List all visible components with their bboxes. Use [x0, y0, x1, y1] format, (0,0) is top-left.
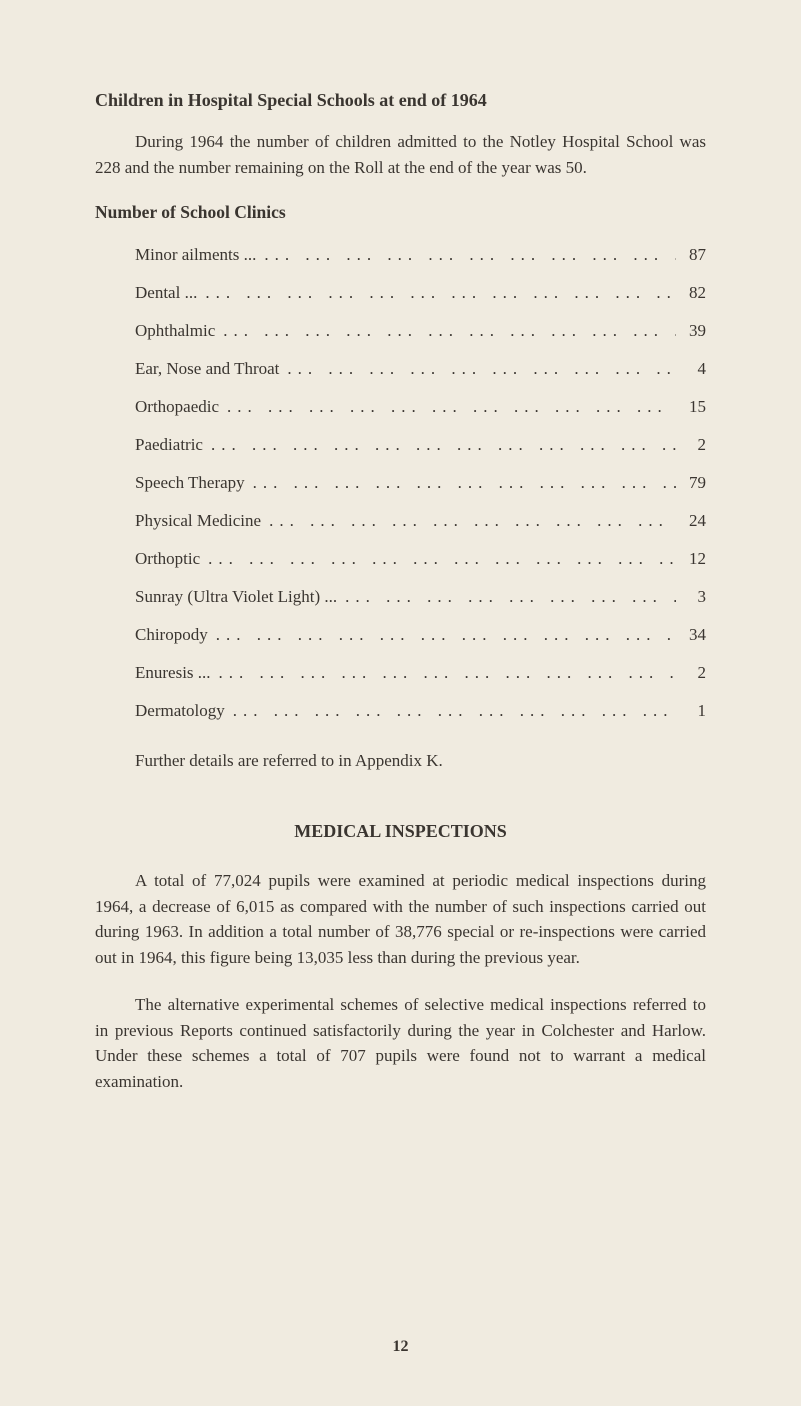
leader-dots: ... ... ... ... ... ... ... ... ... ... …	[261, 511, 676, 531]
clinic-value: 1	[676, 701, 706, 721]
paragraph-intro: During 1964 the number of children admit…	[95, 129, 706, 180]
clinic-label: Paediatric	[135, 435, 203, 455]
clinic-row: Sunray (Ultra Violet Light) ...... ... .…	[135, 587, 706, 607]
clinic-label: Speech Therapy	[135, 473, 245, 493]
clinic-label: Enuresis ...	[135, 663, 211, 683]
clinic-row: Dermatology... ... ... ... ... ... ... .…	[135, 701, 706, 721]
clinic-value: 2	[676, 435, 706, 455]
leader-dots: ... ... ... ... ... ... ... ... ... ... …	[197, 283, 676, 303]
clinic-label: Physical Medicine	[135, 511, 261, 531]
leader-dots: ... ... ... ... ... ... ... ... ... ... …	[337, 587, 676, 607]
clinic-row: Orthoptic... ... ... ... ... ... ... ...…	[135, 549, 706, 569]
leader-dots: ... ... ... ... ... ... ... ... ... ... …	[211, 663, 676, 683]
clinic-label: Sunray (Ultra Violet Light) ...	[135, 587, 337, 607]
clinic-row: Paediatric... ... ... ... ... ... ... ..…	[135, 435, 706, 455]
clinic-row: Ophthalmic... ... ... ... ... ... ... ..…	[135, 321, 706, 341]
paragraph-inspections-1: A total of 77,024 pupils were examined a…	[95, 868, 706, 970]
clinic-value: 2	[676, 663, 706, 683]
section-title-medical: MEDICAL INSPECTIONS	[95, 821, 706, 842]
clinic-row: Ear, Nose and Throat... ... ... ... ... …	[135, 359, 706, 379]
clinic-label: Orthopaedic	[135, 397, 219, 417]
clinic-label: Orthoptic	[135, 549, 200, 569]
clinic-label: Minor ailments ...	[135, 245, 256, 265]
clinic-value: 79	[676, 473, 706, 493]
paragraph-inspections-2: The alternative experimental schemes of …	[95, 992, 706, 1094]
leader-dots: ... ... ... ... ... ... ... ... ... ... …	[215, 321, 676, 341]
subheading-clinics: Number of School Clinics	[95, 202, 706, 223]
leader-dots: ... ... ... ... ... ... ... ... ... ... …	[279, 359, 676, 379]
leader-dots: ... ... ... ... ... ... ... ... ... ... …	[225, 701, 676, 721]
leader-dots: ... ... ... ... ... ... ... ... ... ... …	[200, 549, 676, 569]
clinic-value: 34	[676, 625, 706, 645]
clinic-row: Physical Medicine... ... ... ... ... ...…	[135, 511, 706, 531]
clinic-value: 82	[676, 283, 706, 303]
clinic-row: Chiropody... ... ... ... ... ... ... ...…	[135, 625, 706, 645]
leader-dots: ... ... ... ... ... ... ... ... ... ... …	[219, 397, 676, 417]
clinic-value: 15	[676, 397, 706, 417]
clinic-label: Dermatology	[135, 701, 225, 721]
leader-dots: ... ... ... ... ... ... ... ... ... ... …	[245, 473, 676, 493]
clinic-value: 4	[676, 359, 706, 379]
leader-dots: ... ... ... ... ... ... ... ... ... ... …	[203, 435, 676, 455]
clinic-value: 3	[676, 587, 706, 607]
clinic-row: Speech Therapy... ... ... ... ... ... ..…	[135, 473, 706, 493]
heading-hospital-schools: Children in Hospital Special Schools at …	[95, 90, 706, 111]
clinic-row: Minor ailments ...... ... ... ... ... ..…	[135, 245, 706, 265]
clinic-list: Minor ailments ...... ... ... ... ... ..…	[95, 245, 706, 721]
clinic-value: 87	[676, 245, 706, 265]
clinic-row: Dental ...... ... ... ... ... ... ... ..…	[135, 283, 706, 303]
page-number: 12	[0, 1338, 801, 1356]
clinic-label: Dental ...	[135, 283, 197, 303]
leader-dots: ... ... ... ... ... ... ... ... ... ... …	[256, 245, 676, 265]
clinic-value: 39	[676, 321, 706, 341]
clinic-row: Orthopaedic... ... ... ... ... ... ... .…	[135, 397, 706, 417]
leader-dots: ... ... ... ... ... ... ... ... ... ... …	[208, 625, 676, 645]
clinic-label: Ophthalmic	[135, 321, 215, 341]
clinic-row: Enuresis ...... ... ... ... ... ... ... …	[135, 663, 706, 683]
clinic-label: Ear, Nose and Throat	[135, 359, 279, 379]
further-details: Further details are referred to in Appen…	[95, 751, 706, 771]
clinic-label: Chiropody	[135, 625, 208, 645]
clinic-value: 24	[676, 511, 706, 531]
clinic-value: 12	[676, 549, 706, 569]
